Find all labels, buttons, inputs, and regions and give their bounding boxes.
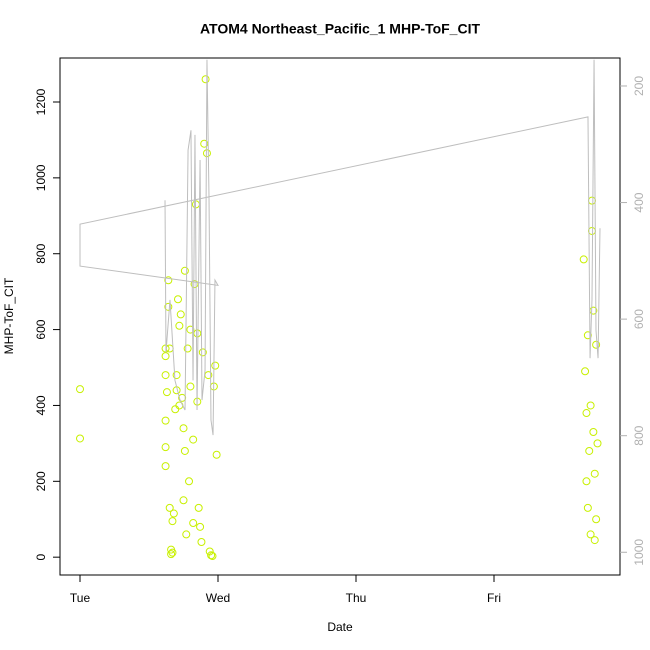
point (179, 496, 188, 505)
point (196, 522, 205, 531)
point (189, 435, 198, 444)
point (201, 75, 210, 84)
point (176, 310, 185, 319)
x-tick-label: Tue (70, 591, 91, 605)
point (76, 434, 85, 443)
point (179, 424, 188, 433)
point (207, 551, 216, 560)
point (76, 385, 85, 394)
point (172, 371, 181, 380)
y-tick-label: 600 (34, 319, 48, 339)
plot-frame (59, 57, 621, 576)
point (592, 515, 601, 524)
y2-tick-label: 800 (632, 425, 646, 445)
y-tick-label: 200 (34, 471, 48, 491)
point (173, 295, 182, 304)
y-tick-label: 0 (34, 554, 48, 561)
point (161, 371, 170, 380)
point (197, 538, 206, 546)
point (593, 439, 602, 448)
point (585, 446, 594, 455)
point (185, 477, 194, 486)
y-axis-label: MHP-ToF_CIT (2, 277, 16, 354)
y2-tick-label: 200 (632, 76, 646, 96)
x-tick-label: Fri (487, 591, 501, 605)
point (169, 509, 178, 518)
point (171, 405, 180, 414)
y-tick-label: 1000 (34, 164, 48, 191)
y2-tick-label: 1000 (632, 539, 646, 566)
point (193, 329, 202, 338)
point (165, 344, 174, 353)
x-axis-label: Date (327, 620, 353, 634)
point (202, 149, 211, 158)
y2-tick-label: 600 (632, 309, 646, 329)
point (582, 477, 591, 486)
y-tick-label: 800 (34, 243, 48, 263)
point (162, 388, 171, 397)
point (186, 382, 195, 391)
point (175, 321, 184, 330)
point (161, 416, 170, 425)
point (205, 547, 214, 556)
point (182, 530, 191, 539)
point (586, 530, 595, 539)
y-tick-label: 1200 (34, 88, 48, 115)
point (211, 361, 220, 370)
point (198, 348, 207, 357)
point (161, 443, 170, 452)
y-tick-label: 400 (34, 395, 48, 415)
point (161, 352, 170, 361)
point (165, 503, 174, 512)
point (183, 344, 192, 353)
point (168, 517, 177, 526)
point (586, 401, 595, 410)
point (208, 552, 217, 561)
point (587, 196, 596, 205)
x-tick-label: Wed (206, 591, 230, 605)
point (161, 462, 170, 471)
point (212, 450, 221, 459)
point (590, 536, 599, 545)
line (79, 59, 601, 436)
point (190, 280, 199, 289)
point (582, 409, 591, 418)
chart-title: ATOM4 Northeast_Pacific_1 MHP-ToF_CIT (200, 21, 481, 37)
point (581, 367, 590, 376)
y2-tick-label: 400 (632, 192, 646, 212)
point (164, 276, 173, 285)
x-tick-label: Thu (346, 591, 367, 605)
point (583, 331, 592, 340)
point (590, 469, 599, 478)
point (194, 503, 203, 512)
point (167, 550, 176, 559)
point (180, 446, 189, 455)
point (587, 226, 596, 235)
point (579, 255, 588, 264)
point (168, 548, 177, 557)
point (164, 302, 173, 311)
point (180, 266, 189, 275)
point (589, 428, 598, 436)
point (592, 340, 601, 349)
point (583, 503, 592, 512)
point (189, 519, 198, 528)
